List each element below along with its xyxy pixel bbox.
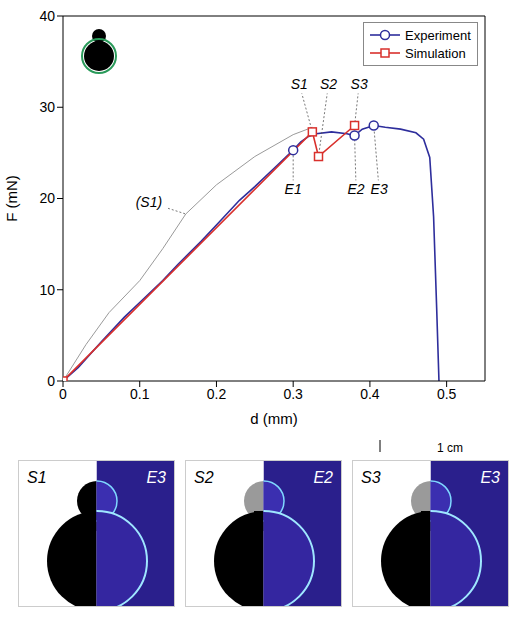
svg-text:E1: E1 (285, 181, 302, 197)
svg-text:30: 30 (39, 99, 55, 115)
svg-text:S2: S2 (194, 469, 214, 486)
html-text:Simulation: Simulation (405, 45, 466, 61)
svg-text:E3: E3 (480, 469, 500, 486)
svg-text:0.2: 0.2 (207, 386, 227, 402)
svg-text:0.4: 0.4 (360, 386, 380, 402)
svg-text:0.3: 0.3 (283, 386, 303, 402)
svg-text:1 cm: 1 cm (437, 441, 463, 455)
svg-text:0: 0 (59, 386, 67, 402)
svg-text:E2: E2 (313, 469, 333, 486)
svg-text:F (mN): F (mN) (3, 175, 20, 222)
svg-text:20: 20 (39, 190, 55, 206)
svg-text:S3: S3 (351, 76, 368, 92)
svg-text:S3: S3 (361, 469, 381, 486)
svg-text:S1: S1 (27, 469, 47, 486)
svg-text:10: 10 (39, 282, 55, 298)
svg-text:S2: S2 (320, 76, 337, 92)
svg-text:E3: E3 (146, 469, 166, 486)
svg-text:0.5: 0.5 (437, 386, 457, 402)
svg-text:0.1: 0.1 (130, 386, 150, 402)
svg-text:E3: E3 (371, 181, 388, 197)
svg-text:d (mm): d (mm) (250, 410, 298, 427)
svg-text:E2: E2 (348, 181, 365, 197)
html-text:Experiment: Experiment (405, 27, 471, 43)
svg-text:40: 40 (39, 8, 55, 24)
svg-text:(S1): (S1) (136, 194, 162, 210)
svg-text:0: 0 (47, 373, 55, 389)
svg-text:S1: S1 (291, 76, 308, 92)
